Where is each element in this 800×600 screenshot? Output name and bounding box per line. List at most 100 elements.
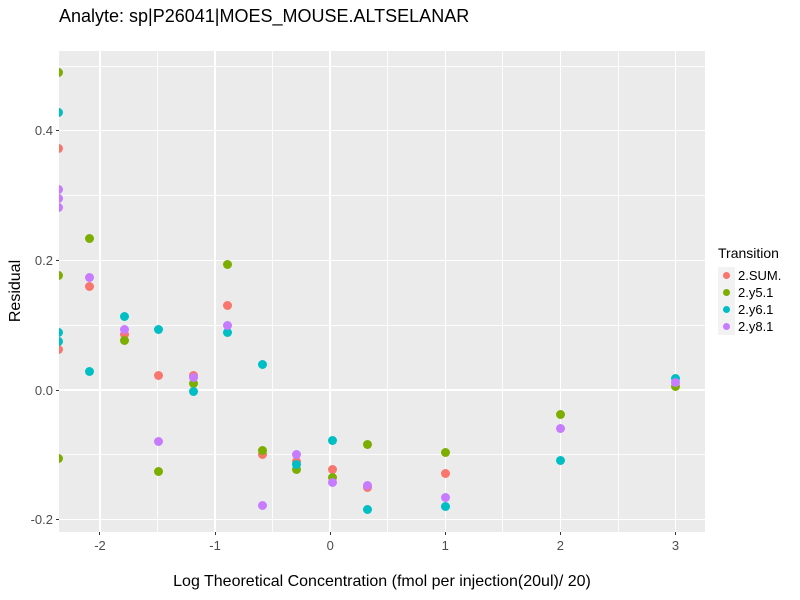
data-point (85, 233, 95, 243)
data-point (59, 203, 64, 213)
minor-gridline-horizontal (59, 195, 705, 197)
legend-item-label: 2.y8.1 (738, 319, 774, 334)
data-point (328, 464, 337, 474)
data-point (85, 273, 95, 283)
data-point (671, 378, 681, 388)
legend-key (718, 267, 735, 284)
data-point (223, 301, 233, 311)
data-point (119, 335, 129, 345)
major-gridline-vertical (99, 51, 101, 532)
minor-gridline-vertical (617, 51, 619, 532)
data-point (223, 327, 233, 337)
y-tick-label: 0.2 (34, 252, 53, 268)
minor-gridline-vertical (272, 51, 274, 532)
data-point (671, 373, 681, 383)
data-point (154, 324, 164, 334)
x-axis-title: Log Theoretical Concentration (fmol per … (173, 573, 591, 590)
x-tick-mark (444, 532, 446, 535)
data-point (59, 454, 64, 464)
minor-gridline-vertical (502, 51, 504, 532)
major-gridline-vertical (214, 51, 216, 532)
y-tick-mark (56, 519, 59, 521)
data-point (440, 493, 450, 503)
x-tick-mark (559, 532, 561, 535)
data-point (154, 371, 164, 381)
data-point (188, 372, 198, 382)
x-tick-mark (214, 532, 216, 535)
data-point (85, 366, 95, 376)
data-point (154, 467, 164, 477)
major-gridline-vertical (329, 51, 331, 532)
x-tick-mark (99, 532, 101, 535)
data-point (59, 143, 64, 153)
data-point (328, 477, 337, 487)
data-point (223, 320, 233, 330)
data-point (59, 336, 64, 346)
data-point (362, 439, 372, 449)
legend-item: 2.SUM. (718, 267, 781, 284)
data-point (85, 282, 95, 292)
major-gridline-horizontal (59, 518, 705, 521)
data-point (119, 330, 129, 340)
x-tick-label: 3 (671, 538, 680, 553)
data-point (257, 445, 267, 455)
minor-gridline-vertical (387, 51, 389, 532)
legend-item-label: 2.y6.1 (738, 302, 774, 317)
y-tick-label: -0.2 (30, 512, 53, 528)
major-gridline-horizontal (59, 259, 705, 262)
data-point (328, 473, 337, 483)
data-point (257, 500, 267, 510)
data-point (119, 311, 129, 321)
legend-dot-icon (723, 323, 730, 330)
x-tick-label: -2 (94, 538, 106, 553)
legend-item-label: 2.y5.1 (738, 285, 774, 300)
legend-key (718, 284, 735, 301)
legend-item: 2.y8.1 (718, 318, 781, 335)
y-tick-label: 0.4 (34, 123, 53, 139)
data-point (292, 464, 302, 474)
data-point (440, 469, 450, 479)
data-point (362, 481, 372, 491)
minor-gridline-horizontal (59, 324, 705, 326)
data-point (555, 424, 565, 434)
major-gridline-horizontal (59, 389, 705, 391)
x-tick-label: 0 (326, 538, 334, 553)
legend-item: 2.y5.1 (718, 284, 781, 301)
plot-panel (59, 51, 705, 532)
legend-title: Transition (718, 245, 779, 261)
data-point (188, 387, 198, 397)
data-point (188, 379, 198, 389)
legend-dot-icon (723, 306, 730, 313)
x-tick-label: 1 (441, 538, 449, 553)
data-point (292, 460, 302, 470)
data-point (59, 270, 64, 280)
y-tick-mark (56, 130, 59, 132)
data-point (440, 501, 450, 511)
y-tick-mark (56, 389, 59, 391)
y-tick-label: 0.0 (34, 382, 53, 398)
legend-key (718, 318, 735, 335)
data-point (119, 325, 129, 335)
data-point (59, 108, 64, 118)
data-point (555, 409, 565, 419)
data-point (59, 184, 64, 194)
data-point (555, 455, 565, 465)
y-tick-mark (56, 259, 59, 261)
legend-item: 2.y6.1 (718, 301, 781, 318)
data-point (59, 327, 64, 337)
y-axis-title: Residual (7, 259, 24, 323)
data-point (440, 448, 450, 458)
data-point (154, 437, 164, 447)
x-tick-label: -1 (209, 538, 221, 553)
x-tick-mark (675, 532, 677, 535)
plot-title: Analyte: sp|P26041|MOES_MOUSE.ALTSELANAR (59, 6, 470, 26)
data-point (59, 345, 64, 355)
minor-gridline-vertical (157, 51, 159, 532)
data-point (362, 505, 372, 515)
legend-dot-icon (723, 272, 730, 279)
data-point (223, 259, 233, 269)
major-gridline-vertical (559, 51, 562, 532)
data-point (328, 436, 337, 446)
legend-key (718, 301, 735, 318)
